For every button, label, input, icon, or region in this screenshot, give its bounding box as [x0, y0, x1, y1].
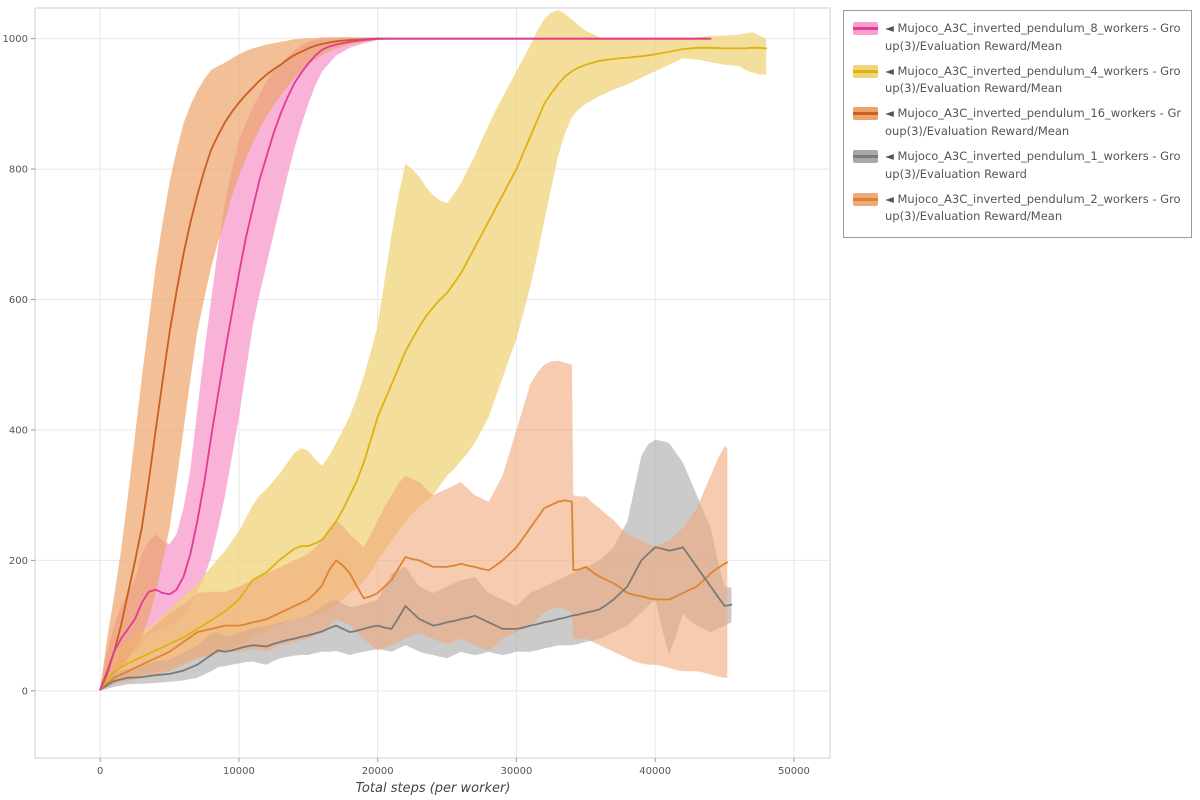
series-band	[100, 37, 711, 691]
legend-item: ◄ Mujoco_A3C_inverted_pendulum_4_workers…	[853, 63, 1182, 99]
series-line	[99, 499, 729, 691]
legend-item: ◄ Mujoco_A3C_inverted_pendulum_16_worker…	[853, 105, 1182, 141]
legend-label: ◄ Mujoco_A3C_inverted_pendulum_4_workers…	[885, 63, 1181, 96]
legend-swatch-icon	[853, 107, 878, 121]
y-tick-label: 1000	[3, 34, 28, 45]
x-tick-label: 0	[97, 766, 103, 777]
legend-label: ◄ Mujoco_A3C_inverted_pendulum_2_workers…	[885, 191, 1181, 224]
series-band	[100, 10, 767, 691]
y-tick-label: 0	[22, 686, 28, 697]
legend-item: ◄ Mujoco_A3C_inverted_pendulum_2_workers…	[853, 191, 1182, 227]
legend-swatch-icon	[853, 64, 878, 78]
legend-swatch-icon	[853, 22, 878, 35]
legend-label: ◄ Mujoco_A3C_inverted_pendulum_1_workers…	[885, 148, 1181, 181]
legend-item: ◄ Mujoco_A3C_inverted_pendulum_1_workers…	[853, 148, 1182, 184]
y-tick-label: 200	[9, 556, 28, 567]
series-line	[99, 37, 712, 691]
x-tick-label: 50000	[778, 766, 810, 777]
legend-label: ◄ Mujoco_A3C_inverted_pendulum_8_workers…	[885, 21, 1181, 53]
legend-item: ◄ Mujoco_A3C_inverted_pendulum_8_workers…	[853, 20, 1182, 56]
x-tick-label: 10000	[223, 766, 255, 777]
x-tick-label: 20000	[362, 766, 394, 777]
series-line	[99, 546, 733, 691]
series-line	[99, 46, 768, 691]
x-tick-label: 40000	[639, 766, 671, 777]
x-axis-label: Total steps (per worker)	[355, 781, 511, 796]
series-band	[100, 360, 728, 691]
legend-swatch-icon	[853, 149, 878, 163]
y-tick-label: 600	[9, 295, 28, 306]
legend-label: ◄ Mujoco_A3C_inverted_pendulum_16_worker…	[885, 106, 1182, 139]
legend-swatch-icon	[853, 192, 878, 206]
legend: ◄ Mujoco_A3C_inverted_pendulum_8_workers…	[843, 10, 1192, 239]
y-tick-label: 800	[9, 165, 28, 176]
plot-frame	[34, 7, 831, 759]
x-tick-label: 30000	[501, 766, 533, 777]
y-tick-label: 400	[9, 425, 28, 436]
